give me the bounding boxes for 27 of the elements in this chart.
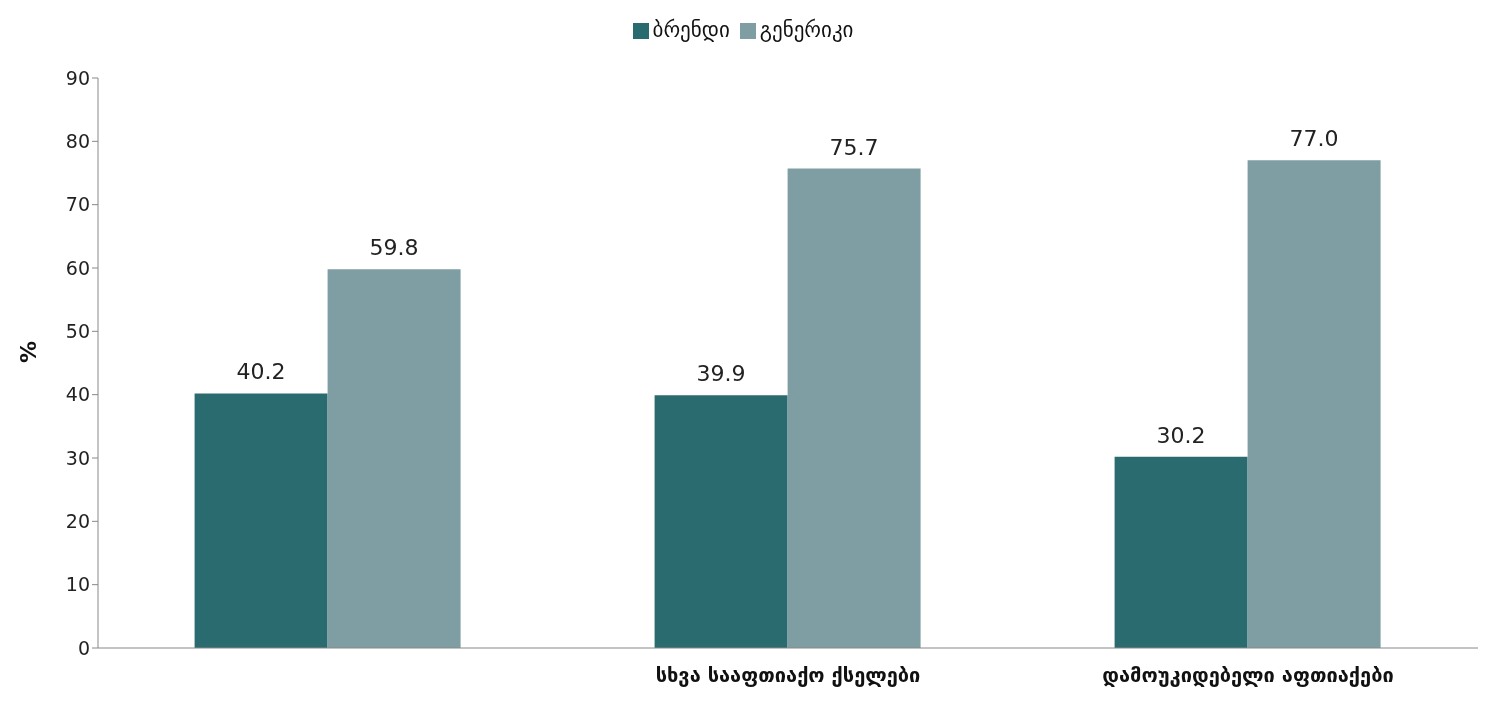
data-label: 75.7 <box>829 134 879 160</box>
data-label: 39.9 <box>696 361 746 387</box>
x-tick-label: დამოუკიდებელი აფთიაქები <box>1102 663 1394 688</box>
legend-label: გენერიკი <box>759 18 854 42</box>
bar <box>1114 456 1248 648</box>
data-label: 77.0 <box>1289 126 1339 152</box>
bar <box>327 269 461 648</box>
x-tick-label: სხვა სააფთიაქო ქსელები <box>655 663 921 688</box>
y-tick-label: 90 <box>65 66 90 89</box>
legend-label: ბრენდი <box>652 18 730 42</box>
bar <box>654 395 788 648</box>
data-label: 40.2 <box>236 359 286 385</box>
data-label: 59.8 <box>369 235 419 261</box>
bar <box>1247 160 1381 648</box>
y-tick-label: 60 <box>65 256 90 279</box>
y-tick-label: 70 <box>65 193 90 216</box>
y-tick-label: 30 <box>65 446 90 469</box>
y-tick-label: 20 <box>65 510 90 533</box>
y-tick-label: 80 <box>65 130 90 153</box>
y-tick-label: 40 <box>65 383 90 406</box>
y-tick-label: 50 <box>65 320 90 343</box>
bar <box>787 168 921 648</box>
data-label: 30.2 <box>1156 422 1206 448</box>
y-tick-label: 10 <box>65 573 90 596</box>
y-tick-label: 0 <box>77 636 90 659</box>
bar <box>194 393 328 648</box>
y-axis-title: % <box>15 340 41 363</box>
